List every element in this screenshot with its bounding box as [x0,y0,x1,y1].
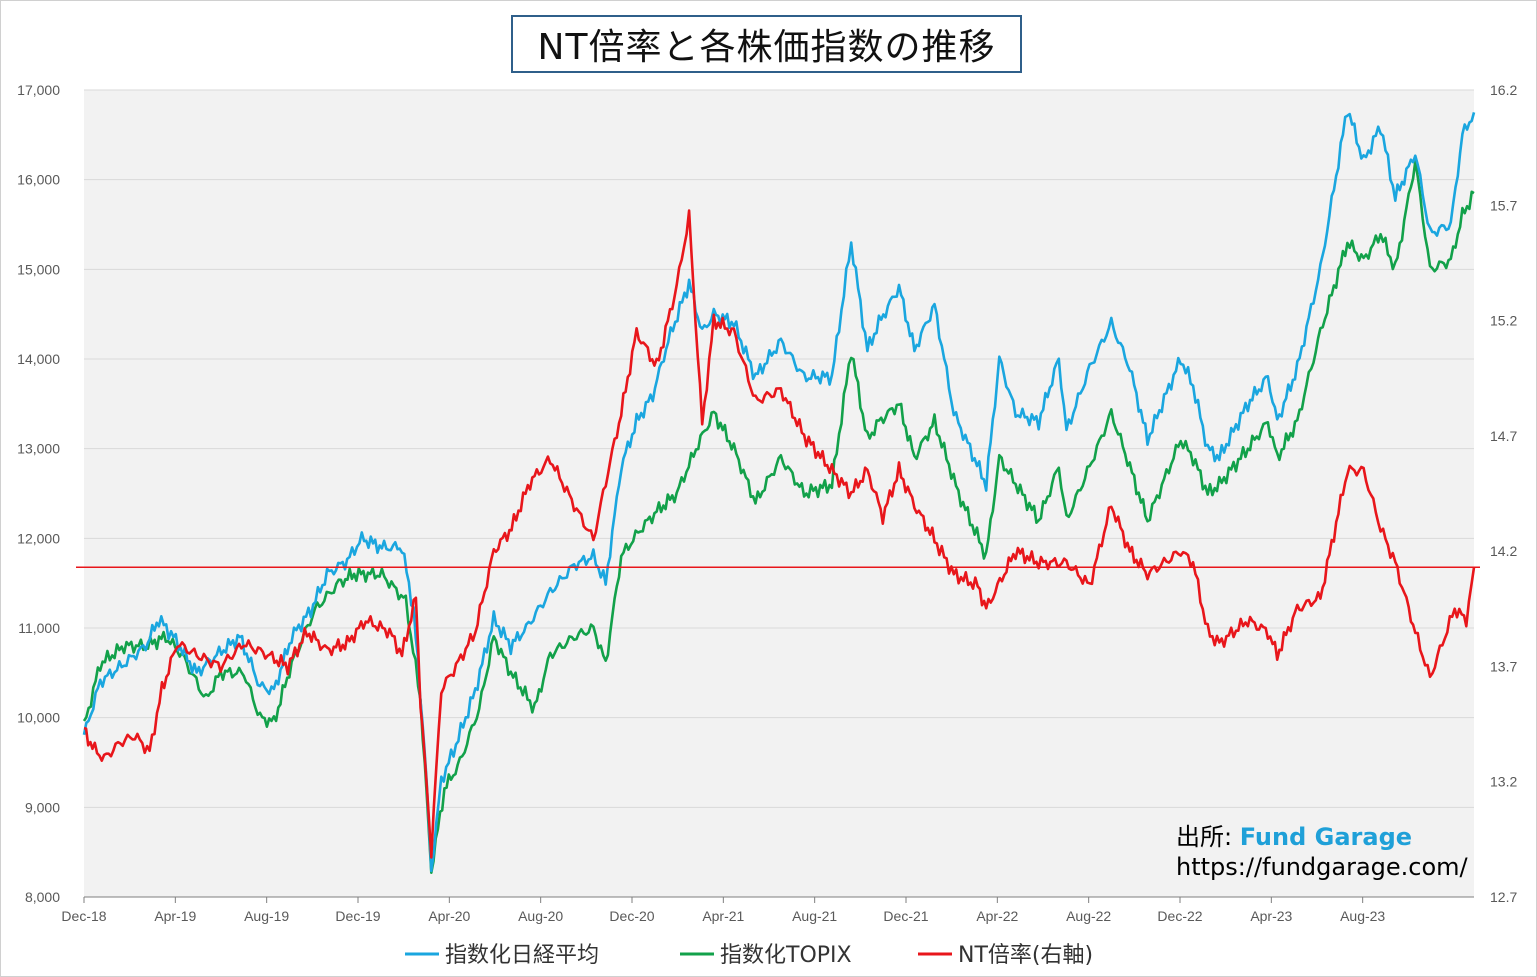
x-tick-label: Aug-23 [1340,908,1385,924]
right-tick-label: 16.2 [1490,82,1517,98]
source-separator: : [1224,823,1233,851]
x-tick-label: Apr-22 [976,908,1018,924]
source-brand: Fund Garage [1239,823,1413,851]
x-tick-label: Dec-18 [61,908,106,924]
right-axis-ticks: 12.7 13.2 13.7 14.2 14.7 15.2 15.7 16.2 [1490,82,1517,905]
x-tick-label: Apr-23 [1250,908,1292,924]
series-lines [82,112,1476,874]
x-tick-label: Apr-19 [154,908,196,924]
left-tick-label: 15,000 [17,261,60,277]
x-tick-label: Apr-21 [702,908,744,924]
x-tick-label: Dec-22 [1157,908,1202,924]
right-tick-label: 13.7 [1490,658,1517,674]
x-tick-label: Dec-21 [883,908,928,924]
x-tick-label: Apr-20 [428,908,470,924]
right-tick-label: 12.7 [1490,889,1517,905]
left-tick-label: 12,000 [17,530,60,546]
right-tick-label: 14.7 [1490,428,1517,444]
legend: 指数化日経平均 指数化TOPIX NT倍率(右軸) [405,943,1093,968]
legend-label: 指数化TOPIX [720,943,852,968]
legend-label: NT倍率(右軸) [958,943,1093,968]
left-tick-label: 10,000 [17,710,60,726]
source-label: 出所 [1176,823,1224,851]
series-line-2 [83,209,1476,859]
left-axis-ticks: 8,000 9,000 10,000 11,000 12,000 13,000 14,000… [17,82,60,905]
x-tick-label: Aug-21 [792,908,837,924]
source-credit: 出所: Fund Garage [1176,817,1412,852]
plot-area [84,90,1474,897]
left-tick-label: 11,000 [18,620,60,636]
x-tick-label: Dec-19 [335,908,380,924]
left-tick-label: 16,000 [17,172,60,188]
left-tick-label: 14,000 [17,351,60,367]
right-tick-label: 13.2 [1490,774,1517,790]
right-tick-label: 14.2 [1490,543,1517,559]
x-axis: Dec-18 Apr-19 Aug-19 Dec-19 Apr-20 Aug-20 Dec-… [61,896,1474,924]
series-line-0 [82,112,1476,873]
chart-title: NT倍率と各株価指数の推移 [511,15,1022,73]
left-tick-label: 13,000 [17,441,60,457]
series-line-1 [82,159,1475,874]
right-tick-label: 15.7 [1490,197,1517,213]
legend-label: 指数化日経平均 [445,943,599,968]
left-tick-label: 17,000 [17,82,60,98]
x-tick-label: Aug-22 [1066,908,1111,924]
right-tick-label: 15.2 [1490,313,1517,329]
x-tick-label: Aug-19 [244,908,289,924]
source-url: https://fundgarage.com/ [1176,853,1468,881]
x-tick-label: Aug-20 [518,908,563,924]
left-tick-label: 9,000 [25,799,60,815]
x-tick-label: Dec-20 [609,908,654,924]
left-tick-label: 8,000 [25,889,60,905]
